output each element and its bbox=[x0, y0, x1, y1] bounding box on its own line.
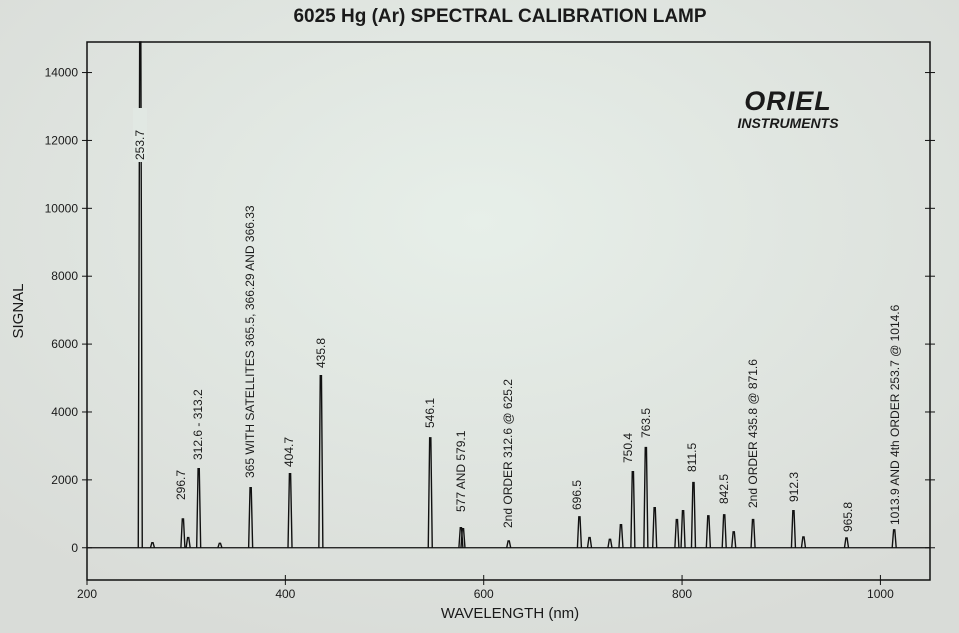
spectral-line bbox=[586, 536, 593, 548]
peak-label: 842.5 bbox=[717, 474, 731, 504]
logo-name: ORIEL bbox=[744, 86, 832, 116]
y-tick-label: 12000 bbox=[45, 133, 79, 147]
x-tick-label: 1000 bbox=[867, 587, 894, 601]
peak-label: 365 WITH SATELLITES 365.5, 366.29 AND 36… bbox=[243, 205, 257, 478]
spectral-line bbox=[630, 471, 636, 548]
y-tick-label: 10000 bbox=[45, 201, 79, 215]
spectral-line bbox=[680, 510, 686, 548]
y-tick-label: 6000 bbox=[51, 337, 78, 351]
plot-frame bbox=[86, 41, 931, 581]
spectral-line bbox=[149, 541, 156, 548]
x-tick-label: 800 bbox=[672, 587, 692, 601]
peak-label: 696.5 bbox=[570, 480, 584, 510]
peak-label: 1013.9 AND 4th ORDER 253.7 @ 1014.6 bbox=[888, 304, 902, 525]
spectral-line bbox=[247, 486, 254, 548]
y-tick-label: 4000 bbox=[51, 405, 78, 419]
y-axis-label: SIGNAL bbox=[10, 283, 27, 338]
peak-label: 312.6 - 313.2 bbox=[191, 389, 205, 460]
peak-label: 404.7 bbox=[282, 437, 296, 467]
x-tick-label: 200 bbox=[77, 587, 97, 601]
x-tick-label: 400 bbox=[275, 587, 295, 601]
spectral-line bbox=[217, 542, 223, 548]
peak-label: 2nd ORDER 435.8 @ 871.6 bbox=[746, 359, 760, 508]
spectral-line bbox=[891, 529, 897, 548]
y-tick-label: 14000 bbox=[45, 66, 79, 80]
y-tick-label: 8000 bbox=[51, 269, 78, 283]
peak-label: 296.7 bbox=[174, 470, 188, 500]
peak-label: 965.8 bbox=[841, 502, 855, 532]
chart-title: 6025 Hg (Ar) SPECTRAL CALIBRATION LAMP bbox=[293, 6, 706, 27]
spectral-line bbox=[731, 531, 737, 548]
spectral-line bbox=[618, 523, 624, 548]
peak-label: 2nd ORDER 312.6 @ 625.2 bbox=[501, 379, 515, 528]
x-tick-label: 600 bbox=[474, 587, 494, 601]
peak-label: 577 AND 579.1 bbox=[454, 430, 468, 512]
peak-label: 435.8 bbox=[314, 338, 328, 368]
spectral-line bbox=[180, 518, 186, 548]
peak-label: 912.3 bbox=[787, 472, 801, 502]
spectral-line bbox=[690, 481, 697, 548]
spectral-line bbox=[137, 41, 143, 548]
peak-label: 811.5 bbox=[685, 443, 699, 472]
spectral-line bbox=[318, 374, 324, 548]
spectral-line bbox=[790, 510, 797, 548]
peak-label: 546.1 bbox=[423, 398, 437, 428]
spectral-line bbox=[651, 507, 658, 548]
x-axis-label: WAVELENGTH (nm) bbox=[441, 605, 579, 622]
spectral-line bbox=[843, 537, 850, 548]
spectral-line bbox=[750, 518, 756, 548]
y-tick-label: 0 bbox=[71, 541, 78, 555]
spectral-line bbox=[195, 467, 202, 548]
spectral-line bbox=[721, 514, 727, 548]
spectral-line bbox=[576, 516, 583, 548]
spectral-line bbox=[607, 538, 613, 548]
peak-label: 763.5 bbox=[639, 408, 653, 438]
spectral-line bbox=[287, 473, 293, 548]
peak-label: 253.7 bbox=[133, 130, 147, 160]
peak-label: 750.4 bbox=[621, 433, 635, 463]
spectral-line bbox=[643, 446, 649, 548]
spectral-line bbox=[185, 536, 191, 548]
spectral-line bbox=[460, 528, 466, 548]
y-tick-label: 2000 bbox=[51, 473, 78, 487]
spectral-line bbox=[506, 540, 512, 548]
spectral-line bbox=[800, 536, 807, 548]
spectral-line bbox=[674, 518, 680, 548]
spectral-line bbox=[427, 437, 433, 548]
label-gap bbox=[133, 108, 147, 162]
logo-sub: INSTRUMENTS bbox=[737, 115, 839, 131]
spectral-line bbox=[705, 515, 712, 548]
